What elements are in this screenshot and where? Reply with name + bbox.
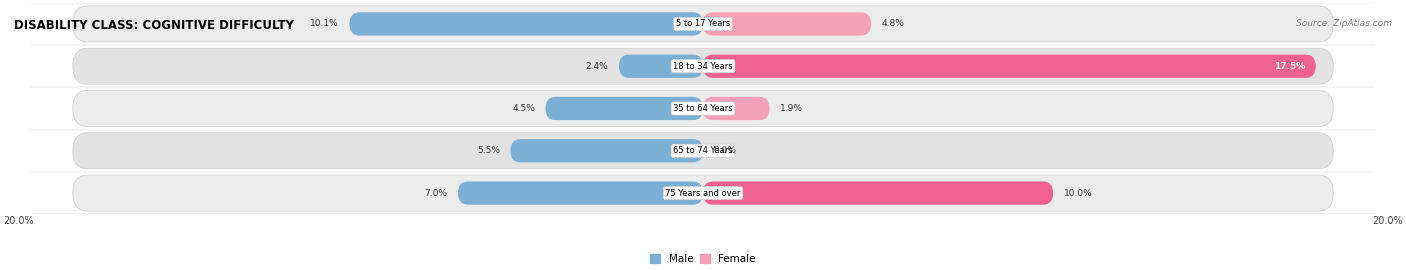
Text: 75 Years and over: 75 Years and over	[665, 188, 741, 198]
FancyBboxPatch shape	[510, 139, 703, 163]
Text: 35 to 64 Years: 35 to 64 Years	[673, 104, 733, 113]
Text: DISABILITY CLASS: COGNITIVE DIFFICULTY: DISABILITY CLASS: COGNITIVE DIFFICULTY	[14, 19, 294, 32]
FancyBboxPatch shape	[546, 97, 703, 120]
FancyBboxPatch shape	[619, 55, 703, 78]
Legend: Male, Female: Male, Female	[645, 250, 761, 268]
Text: 4.5%: 4.5%	[512, 104, 534, 113]
Text: 0.0%: 0.0%	[713, 146, 737, 155]
FancyBboxPatch shape	[73, 48, 1333, 84]
FancyBboxPatch shape	[73, 6, 1333, 42]
Text: 65 to 74 Years: 65 to 74 Years	[673, 146, 733, 155]
Text: 4.8%: 4.8%	[882, 19, 904, 28]
Text: 2.4%: 2.4%	[586, 62, 609, 71]
Text: 5 to 17 Years: 5 to 17 Years	[676, 19, 730, 28]
FancyBboxPatch shape	[703, 97, 769, 120]
FancyBboxPatch shape	[703, 12, 872, 36]
Text: Source: ZipAtlas.com: Source: ZipAtlas.com	[1296, 19, 1392, 28]
FancyBboxPatch shape	[703, 55, 1316, 78]
FancyBboxPatch shape	[73, 175, 1333, 211]
Text: 20.0%: 20.0%	[1372, 216, 1403, 226]
Text: 10.0%: 10.0%	[1063, 188, 1092, 198]
FancyBboxPatch shape	[73, 133, 1333, 169]
FancyBboxPatch shape	[349, 12, 703, 36]
Text: 18 to 34 Years: 18 to 34 Years	[673, 62, 733, 71]
FancyBboxPatch shape	[73, 90, 1333, 126]
Text: 1.9%: 1.9%	[780, 104, 803, 113]
Text: 10.1%: 10.1%	[311, 19, 339, 28]
Text: 5.5%: 5.5%	[477, 146, 501, 155]
Text: 20.0%: 20.0%	[3, 216, 34, 226]
Text: 17.5%: 17.5%	[1274, 62, 1305, 71]
FancyBboxPatch shape	[458, 181, 703, 205]
Text: 7.0%: 7.0%	[425, 188, 447, 198]
FancyBboxPatch shape	[703, 181, 1053, 205]
